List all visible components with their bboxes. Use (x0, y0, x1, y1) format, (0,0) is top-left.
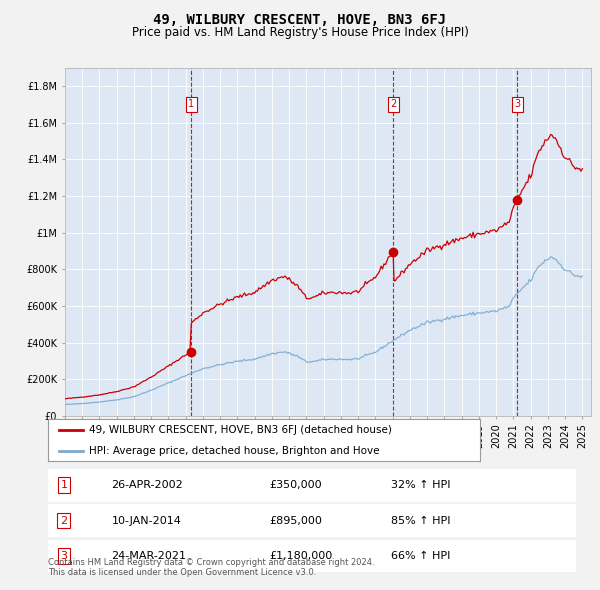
Text: 3: 3 (61, 551, 67, 561)
Text: £1,180,000: £1,180,000 (270, 551, 333, 561)
Text: 2: 2 (390, 100, 396, 110)
Text: Price paid vs. HM Land Registry's House Price Index (HPI): Price paid vs. HM Land Registry's House … (131, 26, 469, 39)
Text: 66% ↑ HPI: 66% ↑ HPI (391, 551, 451, 561)
Text: Contains HM Land Registry data © Crown copyright and database right 2024.
This d: Contains HM Land Registry data © Crown c… (48, 558, 374, 577)
Text: 49, WILBURY CRESCENT, HOVE, BN3 6FJ (detached house): 49, WILBURY CRESCENT, HOVE, BN3 6FJ (det… (89, 425, 392, 435)
Text: HPI: Average price, detached house, Brighton and Hove: HPI: Average price, detached house, Brig… (89, 446, 380, 455)
Text: 10-JAN-2014: 10-JAN-2014 (112, 516, 181, 526)
Text: 49, WILBURY CRESCENT, HOVE, BN3 6FJ: 49, WILBURY CRESCENT, HOVE, BN3 6FJ (154, 13, 446, 27)
Text: 26-APR-2002: 26-APR-2002 (112, 480, 183, 490)
Text: 32% ↑ HPI: 32% ↑ HPI (391, 480, 451, 490)
Text: £895,000: £895,000 (270, 516, 323, 526)
Text: 1: 1 (188, 100, 194, 110)
Text: 24-MAR-2021: 24-MAR-2021 (112, 551, 187, 561)
Text: 3: 3 (514, 100, 520, 110)
Text: 2: 2 (60, 516, 67, 526)
Text: 85% ↑ HPI: 85% ↑ HPI (391, 516, 451, 526)
Text: 1: 1 (61, 480, 67, 490)
Text: £350,000: £350,000 (270, 480, 322, 490)
